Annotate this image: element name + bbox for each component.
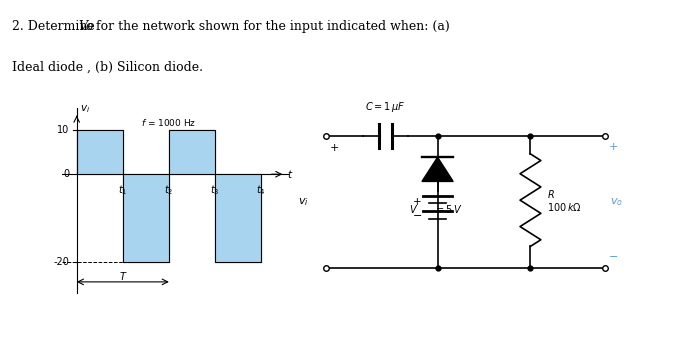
Text: 0: 0	[63, 169, 69, 179]
Text: $100\,k\Omega$: $100\,k\Omega$	[547, 201, 582, 213]
Text: −: −	[608, 252, 618, 262]
Text: $t$: $t$	[287, 168, 294, 180]
Text: +: +	[413, 197, 422, 207]
Text: 2. Determine: 2. Determine	[12, 20, 99, 33]
Text: 10: 10	[57, 125, 69, 135]
Text: $v_i$: $v_i$	[299, 196, 309, 208]
Text: $R$: $R$	[547, 187, 555, 200]
Text: -20: -20	[54, 257, 69, 267]
Text: $v_i$: $v_i$	[80, 103, 91, 115]
Text: $t_4$: $t_4$	[257, 183, 266, 197]
Text: +: +	[608, 142, 618, 152]
Text: Vo: Vo	[78, 20, 94, 33]
Text: $T$: $T$	[118, 270, 127, 282]
Text: $v_o$: $v_o$	[610, 196, 623, 208]
Text: $t_1$: $t_1$	[118, 183, 127, 197]
Polygon shape	[422, 157, 453, 181]
Text: $t_2$: $t_2$	[164, 183, 173, 197]
Text: Ideal diode , (b) Silicon diode.: Ideal diode , (b) Silicon diode.	[12, 60, 204, 73]
Text: $f$ = 1000 Hz: $f$ = 1000 Hz	[141, 117, 197, 128]
Text: $V$: $V$	[409, 203, 418, 215]
Text: −: −	[412, 211, 422, 220]
Text: $t_3$: $t_3$	[211, 183, 220, 197]
Text: for the network shown for the input indicated when: (a): for the network shown for the input indi…	[92, 20, 450, 33]
Text: $= 5\,V$: $= 5\,V$	[434, 203, 463, 215]
Text: +: +	[330, 143, 339, 153]
Text: $C = 1\,\mu F$: $C = 1\,\mu F$	[365, 100, 406, 114]
